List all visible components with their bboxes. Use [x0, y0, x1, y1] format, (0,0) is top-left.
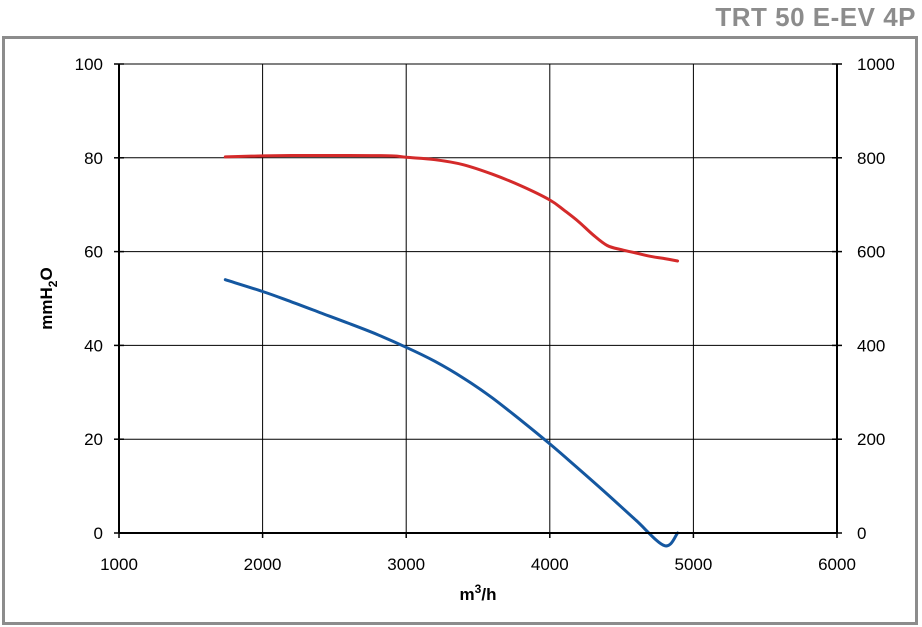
model-title: TRT 50 E-EV 4P [715, 2, 916, 32]
y2-tick-label: 200 [857, 430, 885, 449]
x-tick-label: 2000 [244, 555, 282, 574]
x-axis-title-main: m [460, 585, 475, 604]
x-tick-label: 6000 [818, 555, 856, 574]
tick-labels: 1000 2000 3000 4000 5000 60000204060801000200… [75, 55, 895, 574]
grid [119, 63, 837, 533]
x-tick-label: 5000 [674, 555, 712, 574]
y-axis-title: mmH2O [37, 267, 60, 329]
y2-tick-label: 800 [857, 149, 885, 168]
x-axis-title-tail: /h [481, 585, 496, 604]
y-tick-label: 0 [94, 524, 103, 543]
series-line-blue [223, 278, 680, 548]
y-axis-title-tail: O [37, 267, 56, 280]
series-layer [223, 153, 680, 548]
y-axis-title-main: mmH [37, 287, 56, 330]
y-tick-label: 20 [84, 430, 103, 449]
x-tick-label: 1000 [100, 555, 138, 574]
y-axis-title-sub: 2 [46, 280, 60, 287]
x-tick-label: 3000 [387, 555, 425, 574]
y-tick-label: 40 [84, 336, 103, 355]
y2-tick-label: 0 [857, 524, 866, 543]
y-tick-label: 60 [84, 243, 103, 262]
y-tick-label: 100 [75, 55, 103, 74]
y2-tick-label: 600 [857, 243, 885, 262]
chart-frame [2, 36, 918, 625]
y2-tick-label: 400 [857, 336, 885, 355]
y-tick-label: 80 [84, 149, 103, 168]
x-axis-title: m3/h [460, 582, 497, 604]
x-axis-title-sup: 3 [475, 582, 482, 596]
axes [114, 63, 842, 538]
series-line-red [223, 153, 680, 263]
y2-tick-label: 1000 [857, 55, 895, 74]
x-tick-label: 4000 [531, 555, 569, 574]
